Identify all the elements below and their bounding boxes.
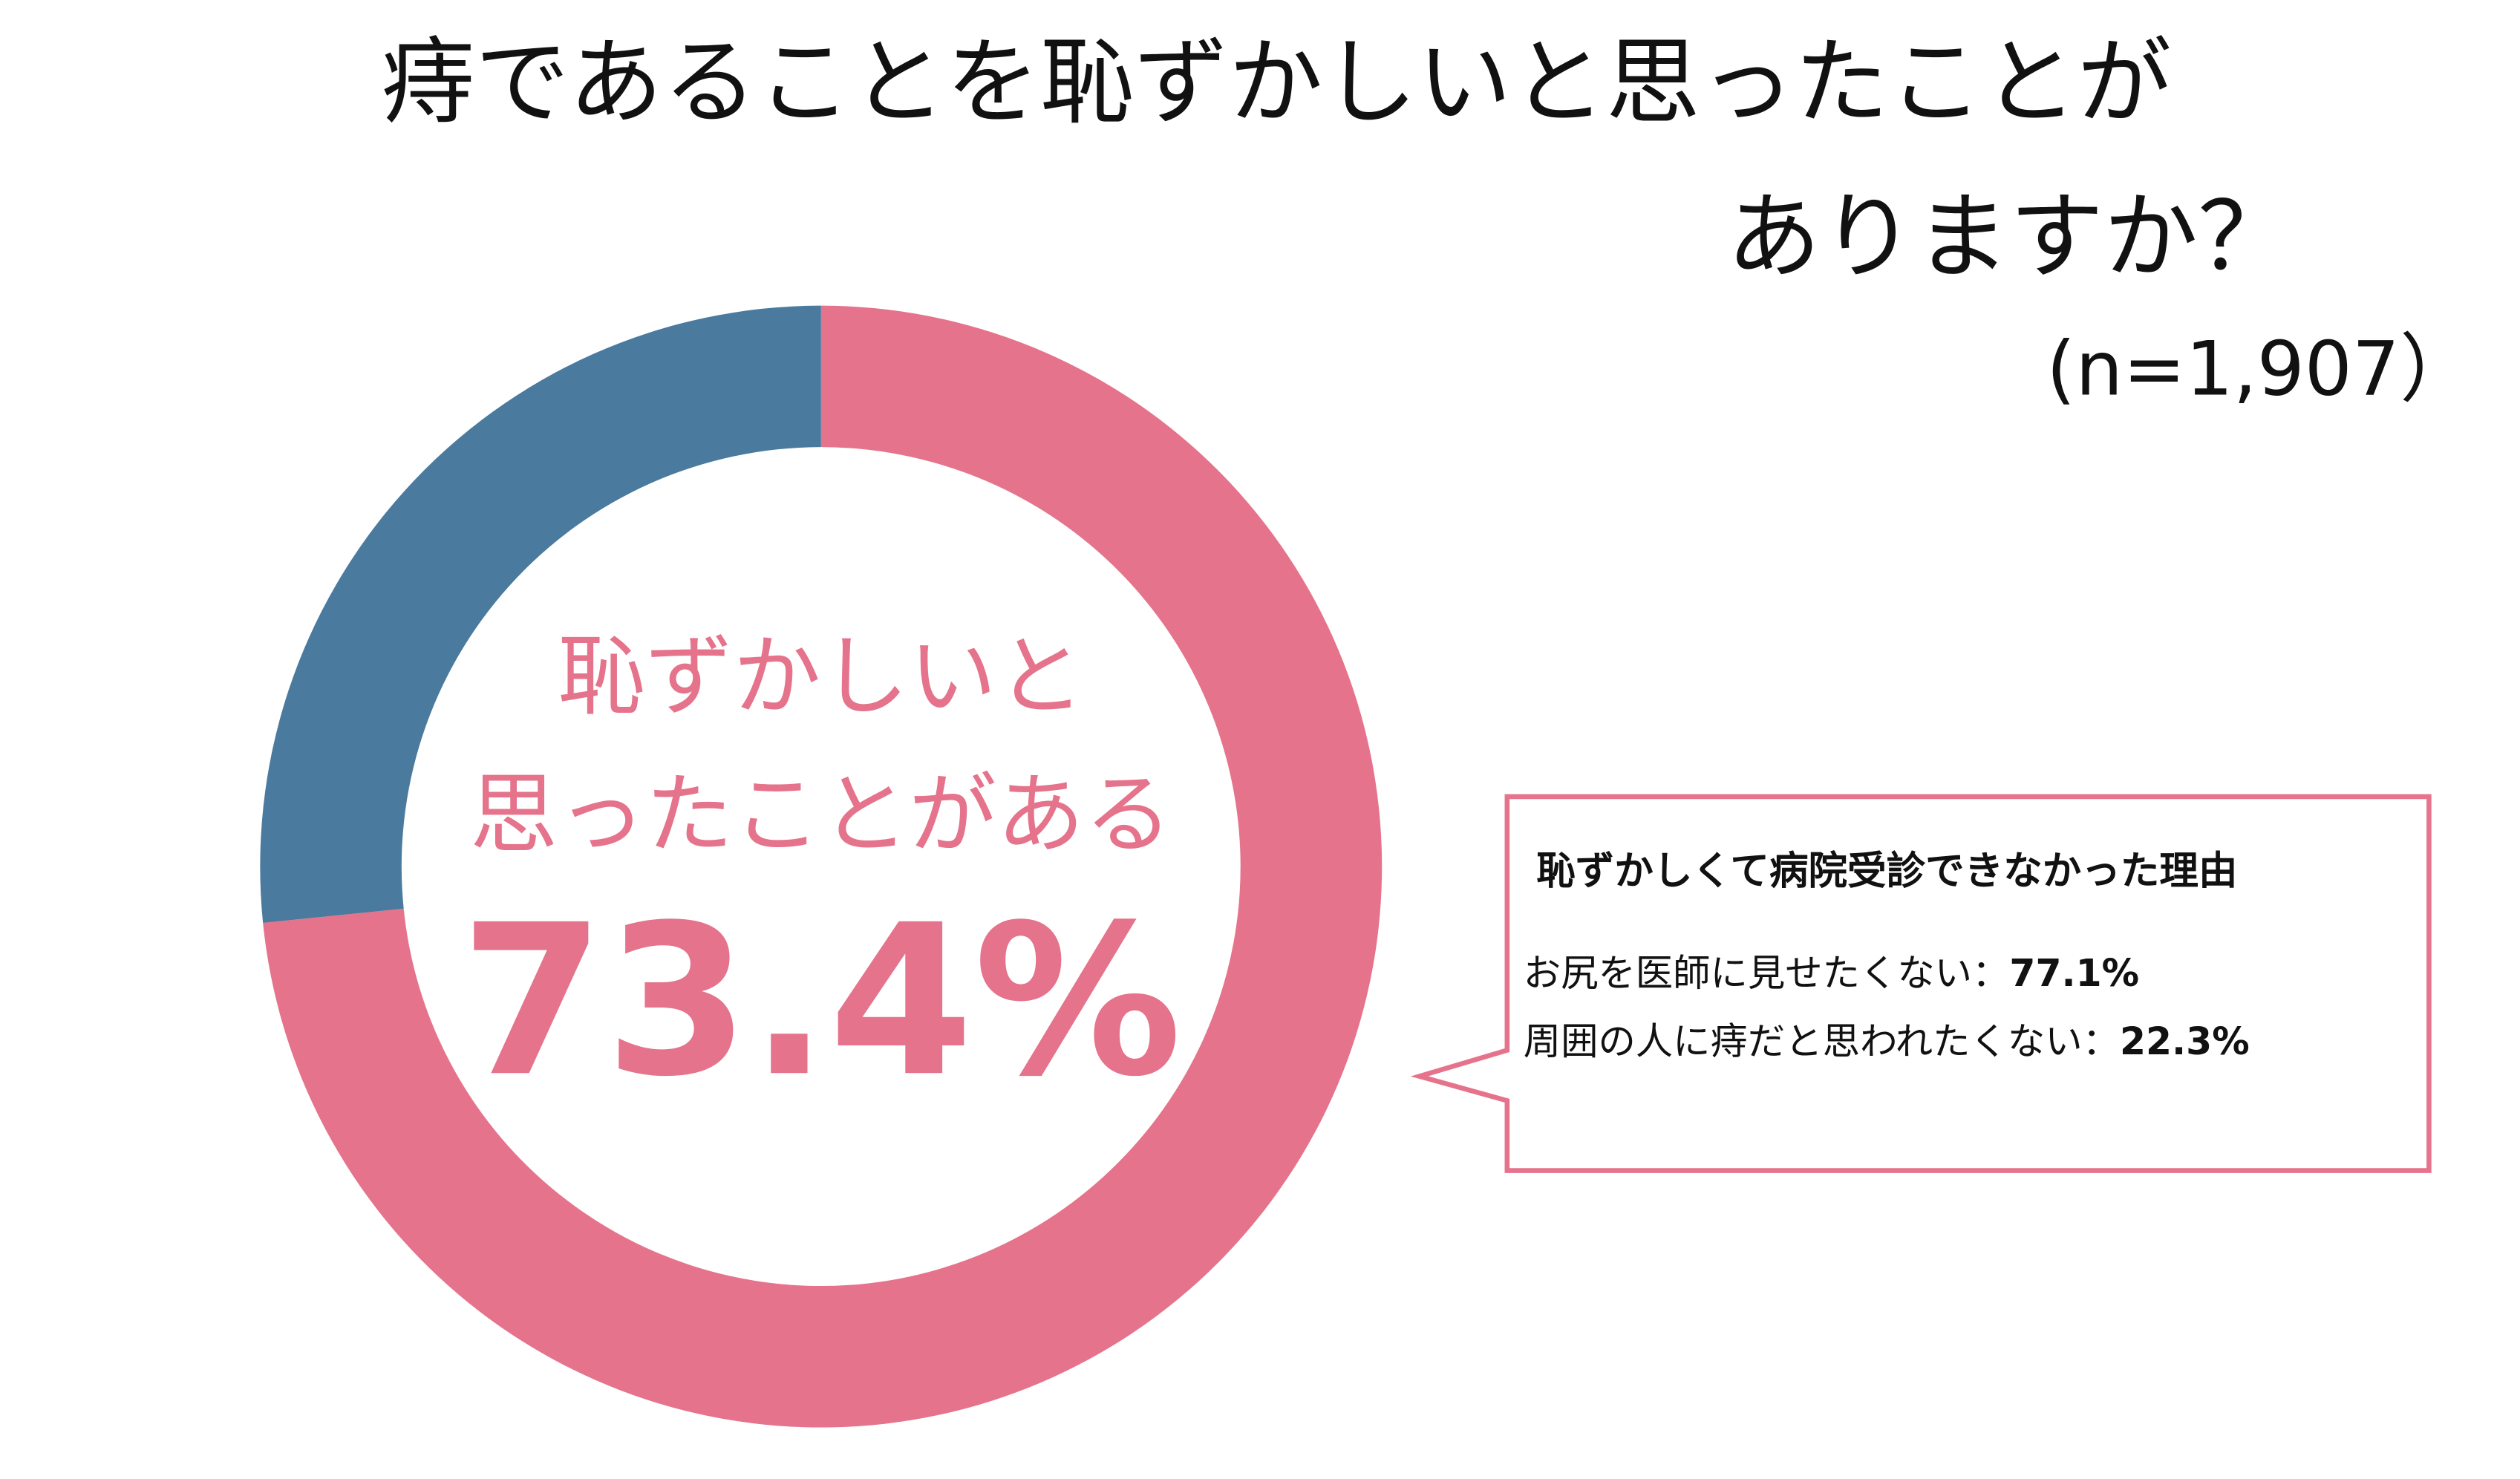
center-label: 思ったことがある (470, 763, 1172, 866)
chart-title: 痔であることを恥ずかしいと思ったことが (381, 27, 2172, 137)
callout-line: お尻を医師に見せたくない：77.1% (1524, 950, 2139, 994)
chart-subtitle: (n=1,907） (2046, 325, 2475, 412)
donut-segment (260, 305, 821, 923)
callout-value: 22.3% (2120, 1019, 2250, 1062)
callout-value: 77.1% (2009, 950, 2139, 994)
donut (260, 305, 1383, 1428)
center-label: 恥ずかしいと (558, 625, 1084, 728)
callout-label: お尻を医師に見せたくない： (1524, 950, 2010, 994)
chart-title: ありますか？ (1726, 182, 2292, 292)
callout-line: 周囲の人に痔だと思われたくない：22.3% (1524, 1019, 2250, 1062)
value-label: 73.4% (460, 881, 1182, 1123)
callout-label: 周囲の人に痔だと思われたくない： (1524, 1019, 2120, 1062)
callout-title: 恥ずかしくて病院受診できなかった理由 (1536, 849, 2237, 894)
callout-box (1410, 794, 2432, 1173)
